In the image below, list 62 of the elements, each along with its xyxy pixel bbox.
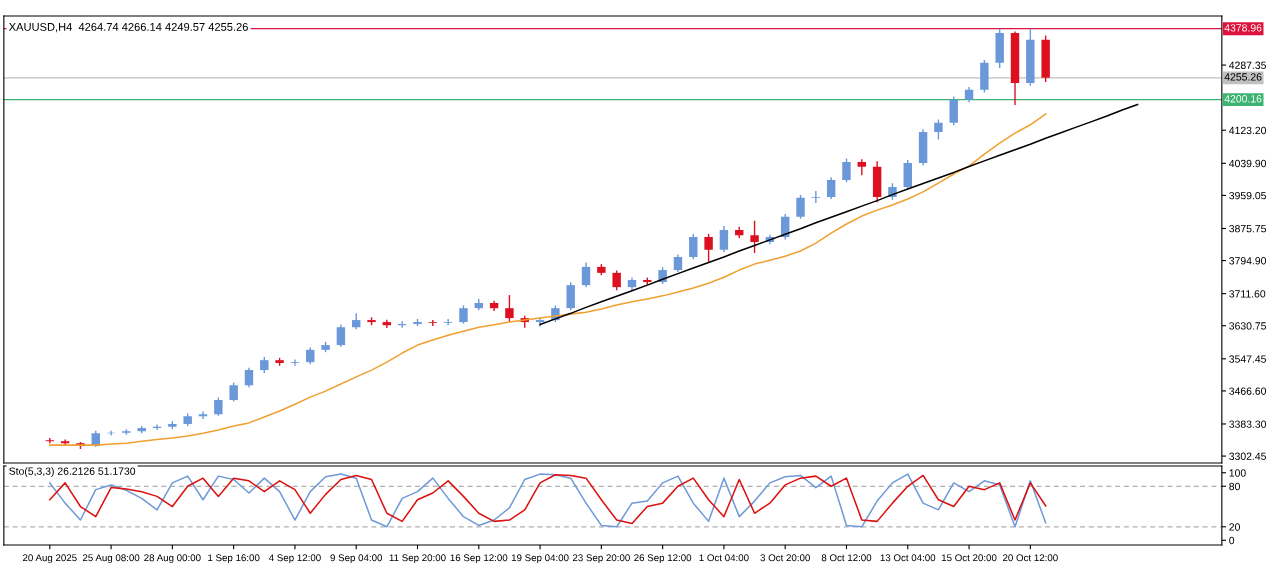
y-tick-label: 3302.45	[1229, 452, 1266, 460]
candlestick	[566, 281, 575, 311]
candlestick	[842, 157, 851, 184]
candlestick	[214, 396, 223, 417]
candlestick	[612, 269, 621, 292]
x-tick-label: 8 Oct 12:00	[821, 554, 872, 562]
y-tick-label: 0	[1229, 536, 1235, 545]
candlestick	[244, 367, 254, 388]
x-tick-label: 23 Sep 20:00	[572, 554, 630, 564]
candlestick	[826, 176, 836, 200]
candlestick	[336, 323, 346, 348]
x-tick-label: 11 Sep 20:00	[389, 554, 446, 564]
y-tick-label: 3875.75	[1229, 224, 1266, 233]
candlestick	[719, 225, 729, 253]
line-series	[49, 113, 1047, 446]
candlestick	[443, 318, 453, 326]
x-tick-label: 20 Oct 12:00	[1002, 554, 1058, 562]
y-tick-label: 20	[1229, 523, 1240, 531]
candlestick	[229, 381, 238, 403]
x-tick-label: 25 Aug 08:00	[82, 554, 140, 564]
ref-line-label: 4200.16	[1224, 95, 1262, 103]
candlestick	[505, 294, 514, 323]
x-tick-label: 26 Sep 12:00	[634, 554, 692, 564]
y-tick-label: 3383.30	[1229, 420, 1267, 428]
y-tick-label: 4123.20	[1229, 126, 1267, 135]
y-tick-label: 3547.45	[1229, 355, 1266, 363]
candlestick	[934, 118, 943, 141]
candlestick	[949, 95, 958, 126]
candlestick	[290, 358, 300, 367]
candlestick	[796, 194, 805, 220]
x-tick-label: 28 Aug 00:00	[144, 554, 201, 564]
chart-title: Sto(5,3,3) 26.2126 51.1730	[9, 467, 136, 477]
y-tick-label: 3711.60	[1229, 290, 1266, 298]
x-tick-label: 15 Oct 20:00	[941, 554, 997, 562]
ref-line-label: 4378.96	[1224, 24, 1262, 32]
x-tick-label: 1 Oct 04:00	[699, 554, 749, 562]
y-tick-label: 3959.05	[1229, 191, 1266, 200]
candlestick	[198, 410, 208, 420]
x-tick-label: 19 Sep 04:00	[511, 554, 569, 564]
x-tick-label: 13 Oct 04:00	[880, 554, 936, 562]
x-tick-label: 16 Sep 12:00	[450, 554, 508, 564]
candlestick	[428, 319, 438, 327]
y-tick-label: 3466.60	[1229, 387, 1267, 395]
y-tick-label: 3794.90	[1229, 257, 1267, 265]
candlestick	[811, 190, 821, 204]
candlestick	[581, 261, 591, 288]
x-tick-label: 4 Sep 12:00	[268, 554, 321, 564]
candlestick	[704, 233, 713, 264]
y-tick-label: 4039.90	[1229, 159, 1267, 168]
candlestick	[459, 304, 468, 325]
candlestick	[689, 233, 698, 261]
x-tick-label: 9 Sep 04:00	[330, 554, 383, 564]
ref-line-label: 4255.26	[1224, 73, 1262, 81]
y-tick-label: 80	[1229, 482, 1240, 491]
y-tick-label: 3630.75	[1229, 322, 1266, 330]
y-tick-label: 4287.35	[1229, 61, 1266, 69]
x-tick-label: 20 Aug 2025	[22, 554, 77, 564]
x-tick-label: 1 Sep 16:00	[208, 554, 260, 564]
x-tick-label: 3 Oct 20:00	[760, 554, 810, 562]
text: XAUUSD,H4 4264.74 4266.14 4249.57 4255.26	[8, 23, 248, 33]
y-tick-label: 100	[1229, 469, 1246, 477]
candlestick	[750, 220, 759, 254]
